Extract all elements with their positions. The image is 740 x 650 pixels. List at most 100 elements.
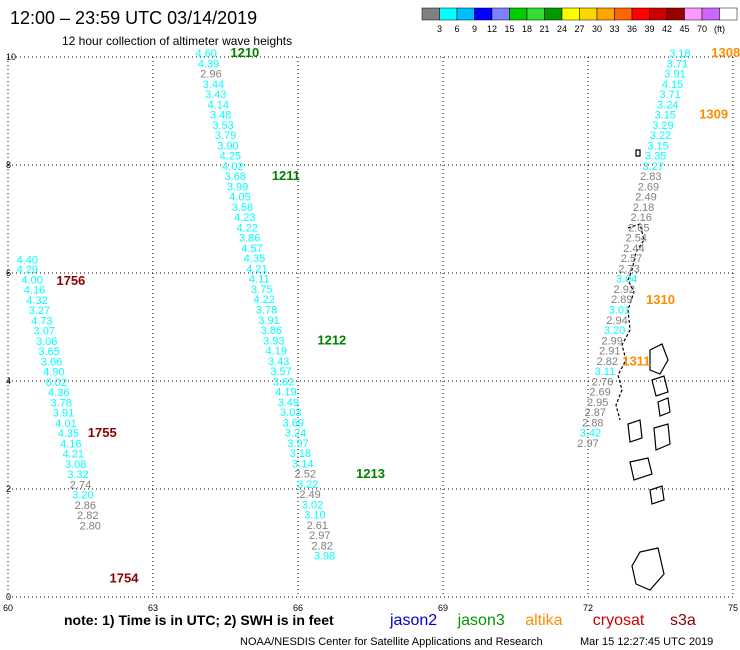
wave-height-point: 3.06	[36, 336, 57, 348]
wave-height-point: 4.16	[24, 285, 45, 297]
colorbar-label: 42	[662, 24, 672, 34]
wave-height-point: 2.82	[597, 356, 618, 368]
colorbar-swatch	[544, 7, 563, 21]
wave-height-point: 4.40	[17, 254, 38, 266]
x-tick-label: 63	[148, 603, 158, 613]
pass-time-label: 1213	[356, 466, 385, 481]
wave-height-point: 3.78	[256, 305, 277, 317]
island-outline	[627, 419, 643, 443]
wave-height-point: 3.18	[669, 48, 690, 60]
wave-height-point: 4.16	[60, 438, 81, 450]
wave-height-point: 2.86	[75, 500, 96, 512]
island-outline	[615, 223, 645, 421]
wave-height-point: 3.91	[664, 69, 685, 81]
colorbar-swatch	[526, 7, 545, 21]
wave-height-point: 2.89	[611, 294, 632, 306]
wave-height-point: 6.02	[46, 377, 67, 389]
colorbar-swatch	[474, 7, 493, 21]
island-outline	[649, 485, 665, 505]
wave-height-point: 3.24	[285, 428, 306, 440]
wave-height-point: 3.53	[212, 120, 233, 132]
colorbar-label: 33	[609, 24, 619, 34]
wave-height-point: 4.21	[63, 449, 84, 461]
pass-time-label: 1309	[699, 107, 728, 122]
wave-height-point: 3.20	[72, 490, 93, 502]
pass-time-label: 1211	[272, 168, 300, 183]
wave-height-point: 2.69	[589, 387, 610, 399]
colorbar-swatch	[596, 7, 615, 21]
wave-height-point: 3.22	[650, 130, 671, 142]
wave-height-point: 3.86	[261, 325, 282, 337]
colorbar-label: 45	[679, 24, 689, 34]
colorbar-swatch	[719, 7, 738, 21]
wave-height-point: 3.65	[38, 346, 59, 358]
wave-height-point: 3.10	[304, 510, 325, 522]
chart-subtitle: 12 hour collection of altimeter wave hei…	[62, 34, 292, 48]
wave-height-point: 3.02	[302, 499, 323, 511]
colorbar-label: 36	[627, 24, 637, 34]
wave-height-point: 4.73	[31, 315, 52, 327]
footer-timestamp: Mar 15 12:27:45 UTC 2019	[580, 636, 713, 648]
colorbar-swatch	[701, 7, 720, 21]
pass-time-label: 1310	[646, 292, 675, 307]
wave-height-point: 2.49	[635, 192, 656, 204]
island-outline	[629, 457, 653, 481]
wave-height-point: 2.88	[582, 417, 603, 429]
wave-height-point: 3.97	[287, 438, 308, 450]
wave-height-point: 4.23	[234, 212, 255, 224]
wave-height-point: 3.44	[203, 79, 224, 91]
wave-height-point: 3.98	[314, 551, 335, 563]
wave-height-point: 3.32	[67, 469, 88, 481]
wave-height-point: 2.69	[638, 181, 659, 193]
wave-height-point: 3.71	[667, 58, 688, 70]
colorbar: 3 6 9 12 15 18 21 24 27 30 33 36 39 42 45 70 (ft)	[421, 7, 738, 34]
wave-height-point: 3.14	[292, 458, 313, 470]
island-outlines	[615, 149, 671, 591]
wave-height-point: 2.76	[592, 376, 613, 388]
wave-height-point: 4.00	[21, 274, 42, 286]
wave-height-point: 4.32	[26, 295, 47, 307]
wave-height-point: 3.62	[273, 376, 294, 388]
wave-height-point: 3.99	[227, 181, 248, 193]
wave-height-point: 4.22	[253, 294, 274, 306]
wave-height-point: 3.07	[34, 326, 55, 338]
wave-height-point: 4.36	[48, 387, 69, 399]
wave-height-point: 4.57	[241, 243, 262, 255]
island-outline	[635, 149, 641, 157]
wave-height-point: 4.15	[662, 79, 683, 91]
wave-height-point: 2.96	[200, 69, 221, 81]
legend-cryosat: cryosat	[593, 612, 645, 629]
colorbar-swatch	[561, 7, 580, 21]
colorbar-label: 9	[472, 24, 477, 34]
colorbar-swatch	[509, 7, 528, 21]
wave-height-point: 3.08	[65, 459, 86, 471]
y-tick-label: 6	[6, 268, 11, 278]
x-tick-label: 60	[3, 603, 13, 613]
colorbar-label: 18	[522, 24, 532, 34]
island-outline	[649, 343, 669, 375]
y-tick-label: 10	[6, 52, 16, 62]
wave-height-point: 4.25	[220, 151, 241, 163]
wave-height-point: 3.20	[604, 325, 625, 337]
pass-time-label: 1756	[56, 273, 85, 288]
wave-height-point: 3.48	[210, 110, 231, 122]
x-tick-label: 72	[583, 603, 593, 613]
island-outline	[651, 375, 669, 397]
wave-height-point: 3.43	[205, 89, 226, 101]
x-tick-label: 66	[293, 603, 303, 613]
wave-height-point: 3.71	[659, 89, 680, 101]
footer-credit: NOAA/NESDIS Center for Satellite Applica…	[240, 636, 543, 648]
wave-height-point: 3.66	[41, 356, 62, 368]
wave-height-point: 2.87	[585, 407, 606, 419]
wave-height-point: 3.15	[655, 110, 676, 122]
colorbar-label: (ft)	[714, 24, 725, 34]
legend-jason3: jason3	[457, 612, 505, 629]
wave-height-point: 2.82	[77, 510, 98, 522]
wave-height-point: 2.91	[599, 346, 620, 358]
chart-title: 12:00 – 23:59 UTC 03/14/2019	[10, 8, 257, 28]
colorbar-swatch	[491, 7, 510, 21]
wave-height-point: 4.19	[266, 346, 287, 358]
wave-height-point: 3.57	[270, 366, 291, 378]
colorbar-swatch	[421, 7, 440, 21]
